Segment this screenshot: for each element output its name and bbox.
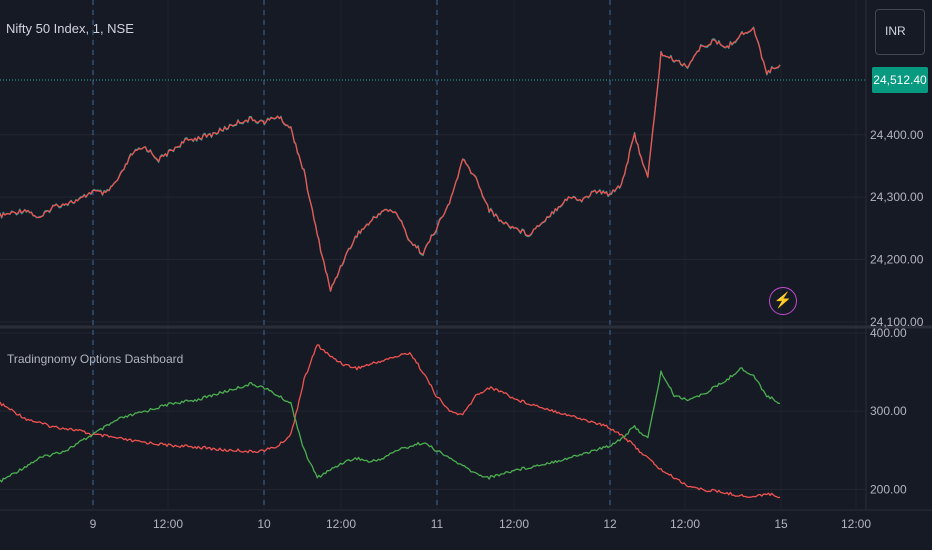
time-tick-label: 12:00 (841, 517, 871, 531)
time-axis[interactable]: 9 12:00 10 12:00 11 12:00 12 12:00 15 12:00 (90, 517, 872, 531)
indicator-tick-label: 300.00 (870, 404, 907, 418)
oscillator-line-green (0, 367, 781, 483)
indicator-tick-label: 200.00 (870, 482, 907, 496)
time-tick-label: 11 (431, 517, 444, 531)
lightning-icon[interactable]: ⚡ (769, 287, 797, 315)
indicator-tick-label: 400.00 (870, 326, 907, 340)
time-tick-label: 15 (774, 517, 788, 531)
time-tick-label: 12:00 (153, 517, 183, 531)
price-tick-label: 24,400.00 (870, 128, 924, 142)
oscillator-series (0, 344, 781, 499)
price-tick-label: 24,200.00 (870, 253, 924, 267)
symbol-title: Nifty 50 Index, 1, NSE (6, 21, 134, 36)
time-tick-label: 12 (603, 517, 617, 531)
price-pane-grid (0, 134, 866, 323)
currency-button[interactable]: INR (875, 9, 925, 55)
oscillator-line-red (0, 344, 781, 499)
price-tick-label: 24,300.00 (870, 190, 924, 204)
price-axis[interactable]: 24,100.00 24,200.00 24,300.00 24,400.00 (870, 128, 924, 329)
price-tick-label: 24,100.00 (870, 315, 924, 329)
time-tick-label: 10 (257, 517, 271, 531)
session-breaks (92, 0, 611, 510)
time-tick-label: 12:00 (499, 517, 529, 531)
last-price-label: 24,512.40 (872, 67, 928, 93)
time-tick-label: 12:00 (326, 517, 356, 531)
price-series (0, 26, 781, 292)
time-tick-label: 9 (90, 517, 97, 531)
time-tick-label: 12:00 (670, 517, 700, 531)
indicator-title: Tradingnomy Options Dashboard (7, 352, 184, 366)
price-line-up (0, 26, 781, 292)
indicator-axis[interactable]: 200.00 300.00 400.00 (870, 326, 907, 496)
price-line-down (0, 27, 781, 292)
